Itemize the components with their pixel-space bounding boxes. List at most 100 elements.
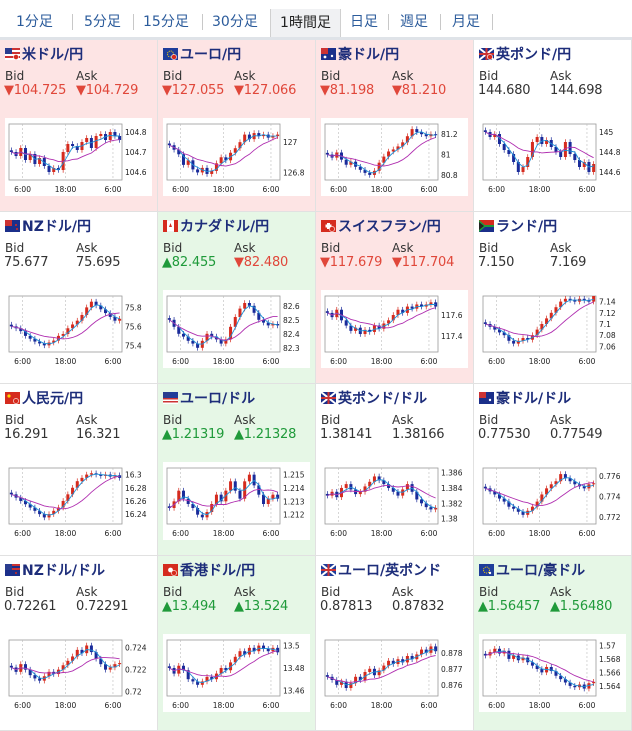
pair-name[interactable]: スイスフラン/円 [338, 219, 441, 235]
price-chart[interactable]: 13.5 13.48 13.46 6:00 18:00 6:00 [163, 634, 310, 712]
price-chart[interactable]: 81.2 81 80.8 6:00 18:00 6:00 [321, 118, 468, 196]
candle-body [210, 676, 214, 680]
price-chart[interactable]: 1.57 1.568 1.566 1.564 6:00 18:00 6:00 [479, 634, 626, 712]
price-chart[interactable]: 117.6 117.4 6:00 18:00 6:00 [321, 290, 468, 368]
currency-card[interactable]: NZドル/ドル Bid Ask 0.72261 0.72291 0.724 0.722 0.7… [0, 556, 158, 731]
currency-card[interactable]: 英ポンド/円 Bid Ask 144.680 144.698 145 144.8 144.6 6… [474, 40, 632, 212]
pair-name[interactable]: 豪ドル/円 [338, 47, 400, 63]
pair-title[interactable]: NZドル/ドル [5, 560, 105, 580]
pair-title[interactable]: ユーロ/豪ドル [479, 560, 585, 580]
price-chart[interactable]: 0.776 0.774 0.772 6:00 18:00 6:00 [479, 462, 626, 540]
currency-card[interactable]: 香港ドル/円 Bid Ask ▲13.494 ▲13.524 13.5 13.48 13.46… [158, 556, 316, 731]
tab-separator [492, 14, 493, 30]
pair-name[interactable]: NZドル/円 [22, 219, 91, 235]
pair-title[interactable]: ユーロ/円 [163, 44, 241, 64]
x-tick-label: 6:00 [105, 529, 122, 538]
pair-title[interactable]: 英ポンド/ドル [320, 388, 428, 408]
tab-5min[interactable]: 5分足 [84, 14, 121, 30]
price-chart[interactable]: 82.6 82.5 82.4 82.3 6:00 18:00 6:00 [163, 290, 310, 368]
candle-body [66, 660, 70, 666]
currency-card[interactable]: 豪ドル/円 Bid Ask ▼81.198 ▼81.210 81.2 81 80.8 6:00 1… [316, 40, 474, 212]
pair-title[interactable]: 人民元/円 [5, 388, 83, 408]
pair-name[interactable]: カナダドル/円 [180, 219, 270, 235]
pair-title[interactable]: スイスフラン/円 [321, 216, 441, 236]
bid-label: Bid [5, 413, 25, 427]
price-chart[interactable]: 75.8 75.6 75.4 6:00 18:00 6:00 [5, 290, 152, 368]
price-chart[interactable]: 127 126.8 6:00 18:00 6:00 [163, 118, 310, 196]
pair-name[interactable]: ユーロ/英ポンド [338, 563, 442, 579]
pair-name[interactable]: ランド/円 [496, 219, 558, 235]
currency-card[interactable]: ユーロ/円 Bid Ask ▼127.055 ▼127.066 127 126.8 6:00 1… [158, 40, 316, 212]
currency-card[interactable]: ユーロ/豪ドル Bid Ask ▲1.56457 ▲1.56480 1.57 1.568 1.… [474, 556, 632, 731]
pair-name[interactable]: ユーロ/円 [180, 47, 242, 63]
tab-weekly[interactable]: 週足 [400, 14, 428, 30]
currency-card[interactable]: NZドル/円 Bid Ask 75.677 75.695 75.8 75.6 75.4 6:00… [0, 212, 158, 384]
currency-card[interactable]: ユーロ/ドル Bid Ask ▲1.21319 ▲1.21328 1.215 1.214 1.… [158, 384, 316, 556]
currency-card[interactable]: ユーロ/英ポンド Bid Ask 0.87813 0.87832 0.878 0.877 0.… [316, 556, 474, 731]
candle-body [493, 491, 497, 495]
price-chart[interactable]: 1.215 1.214 1.213 1.212 6:00 18:00 6:00 [163, 462, 310, 540]
price-chart[interactable]: 16.3 16.28 16.26 16.24 6:00 18:00 6:00 [5, 462, 152, 540]
tab-30min[interactable]: 30分足 [212, 14, 258, 30]
x-tick-label: 18:00 [529, 185, 551, 194]
y-tick-label: 117.6 [441, 311, 463, 320]
currency-card[interactable]: 人民元/円 Bid Ask 16.291 16.321 16.3 16.28 16.26 16.… [0, 384, 158, 556]
bid-value: ▲1.56457 [478, 599, 541, 614]
pair-title[interactable]: カナダドル/円 [162, 216, 270, 236]
candle-body [85, 138, 89, 142]
pair-title[interactable]: ランド/円 [479, 216, 557, 236]
pair-name[interactable]: 豪ドル/ドル [496, 391, 572, 407]
price-chart[interactable]: 1.386 1.384 1.382 1.38 6:00 18:00 6:00 [321, 462, 468, 540]
candle-body [368, 481, 372, 487]
pair-name[interactable]: 人民元/円 [22, 391, 84, 407]
pair-title[interactable]: ユーロ/英ポンド [320, 560, 442, 580]
tab-1hour[interactable]: 1時間足 [270, 9, 341, 37]
currency-card[interactable]: ランド/円 Bid Ask 7.150 7.169 7.14 7.12 7.1 7.08 7.06… [474, 212, 632, 384]
candlestick-chart: 82.682.582.482.36:00 18:00 6:00 [166, 295, 300, 366]
price-chart[interactable]: 0.878 0.877 0.876 6:00 18:00 6:00 [321, 634, 468, 712]
pair-title[interactable]: ユーロ/ドル [163, 388, 255, 408]
y-tick-label: 0.774 [599, 493, 621, 502]
candle-body [191, 340, 195, 344]
y-tick-label: 126.8 [283, 168, 305, 177]
candle-body [516, 340, 520, 344]
candle-body [549, 312, 553, 319]
pair-title[interactable]: 英ポンド/円 [478, 44, 572, 64]
tab-daily[interactable]: 日足 [350, 14, 378, 30]
pair-title[interactable]: 豪ドル/円 [321, 44, 399, 64]
pair-name[interactable]: NZドル/ドル [22, 563, 105, 579]
price-chart[interactable]: 104.8 104.7 104.6 6:00 18:00 6:00 [5, 118, 152, 196]
currency-card[interactable]: カナダドル/円 Bid Ask ▲82.455 ▼82.480 82.6 82.5 82.4 8… [158, 212, 316, 384]
currency-card[interactable]: 英ポンド/ドル Bid Ask 1.38141 1.38166 1.386 1.384 1.3… [316, 384, 474, 556]
candle-body [554, 671, 558, 676]
flag-icon [5, 220, 20, 232]
candle-body [271, 136, 275, 138]
pair-title[interactable]: 米ドル/円 [5, 44, 83, 64]
pair-name[interactable]: 米ドル/円 [22, 47, 84, 63]
ask-value: ▼81.210 [392, 83, 447, 98]
price-chart[interactable]: 7.14 7.12 7.1 7.08 7.06 6:00 18:00 6:00 [479, 290, 626, 368]
pair-name[interactable]: 香港ドル/円 [180, 563, 256, 579]
tab-1min[interactable]: 1分足 [16, 14, 53, 30]
currency-card[interactable]: 豪ドル/ドル Bid Ask 0.77530 0.77549 0.776 0.774 0.77… [474, 384, 632, 556]
pair-title[interactable]: 香港ドル/円 [163, 560, 255, 580]
pair-title[interactable]: 豪ドル/ドル [479, 388, 571, 408]
pair-name[interactable]: 英ポンド/円 [496, 47, 572, 63]
candle-body [23, 331, 27, 336]
tab-15min[interactable]: 15分足 [143, 14, 189, 30]
candle-body [52, 168, 56, 172]
price-chart[interactable]: 145 144.8 144.6 6:00 18:00 6:00 [479, 118, 626, 196]
pair-name[interactable]: ユーロ/ドル [180, 391, 256, 407]
candle-body [339, 681, 343, 685]
candle-body [563, 142, 567, 157]
tab-monthly[interactable]: 月足 [452, 14, 480, 30]
candlestick-chart: 0.878 0.877 0.876 6:00 18:00 6:00 [324, 639, 463, 710]
pair-name[interactable]: ユーロ/豪ドル [496, 563, 586, 579]
pair-name[interactable]: 英ポンド/ドル [338, 391, 428, 407]
currency-card[interactable]: スイスフラン/円 Bid Ask ▼117.679 ▼117.704 117.6 117.4… [316, 212, 474, 384]
currency-card[interactable]: 米ドル/円 Bid Ask ▼104.725 ▼104.729 104.8 104.7 104… [0, 40, 158, 212]
pair-title[interactable]: NZドル/円 [5, 216, 91, 236]
candle-body [358, 491, 362, 495]
price-chart[interactable]: 0.724 0.722 0.72 6:00 18:00 6:00 [5, 634, 152, 712]
y-tick-label: 144.6 [599, 168, 621, 177]
